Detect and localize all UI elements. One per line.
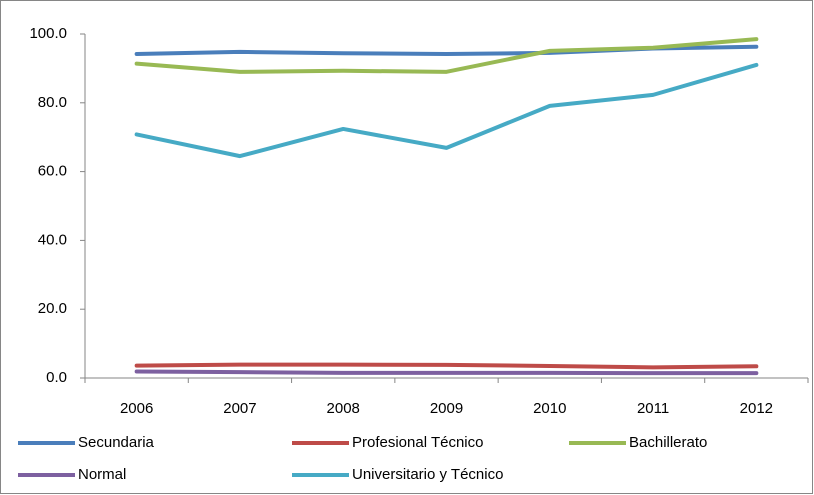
y-tick-label: 80.0 bbox=[38, 94, 67, 111]
series-line bbox=[134, 37, 759, 74]
legend-label: Normal bbox=[78, 466, 126, 483]
legend-label: Secundaria bbox=[78, 434, 155, 451]
y-tick-label: 60.0 bbox=[38, 163, 67, 180]
x-tick-label: 2012 bbox=[740, 400, 773, 417]
series-line bbox=[134, 62, 759, 159]
series-line bbox=[134, 362, 759, 370]
x-tick-label: 2006 bbox=[120, 400, 153, 417]
x-tick-label: 2007 bbox=[223, 400, 256, 417]
x-tick-label: 2008 bbox=[327, 400, 360, 417]
x-tick-label: 2009 bbox=[430, 400, 463, 417]
legend-label: Profesional Técnico bbox=[352, 434, 483, 451]
legend-label: Universitario y Técnico bbox=[352, 466, 503, 483]
y-tick-label: 0.0 bbox=[46, 369, 67, 386]
x-tick-label: 2010 bbox=[533, 400, 566, 417]
legend-label: Bachillerato bbox=[629, 434, 707, 451]
x-tick-label: 2011 bbox=[637, 400, 669, 417]
y-tick-label: 100.0 bbox=[29, 25, 67, 42]
series-line bbox=[134, 369, 759, 376]
y-tick-label: 20.0 bbox=[38, 300, 67, 317]
y-tick-label: 40.0 bbox=[38, 231, 67, 248]
